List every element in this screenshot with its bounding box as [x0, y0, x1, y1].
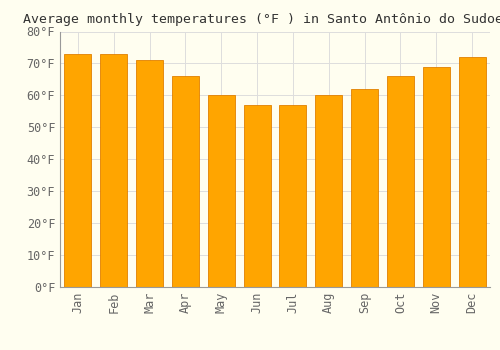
Bar — [100, 54, 127, 287]
Bar — [244, 105, 270, 287]
Bar — [351, 89, 378, 287]
Bar — [136, 60, 163, 287]
Bar — [458, 57, 485, 287]
Bar — [387, 76, 414, 287]
Bar — [316, 95, 342, 287]
Title: Average monthly temperatures (°F ) in Santo Antônio do Sudoeste: Average monthly temperatures (°F ) in Sa… — [23, 13, 500, 26]
Bar — [172, 76, 199, 287]
Bar — [64, 54, 92, 287]
Bar — [423, 66, 450, 287]
Bar — [280, 105, 306, 287]
Bar — [208, 95, 234, 287]
